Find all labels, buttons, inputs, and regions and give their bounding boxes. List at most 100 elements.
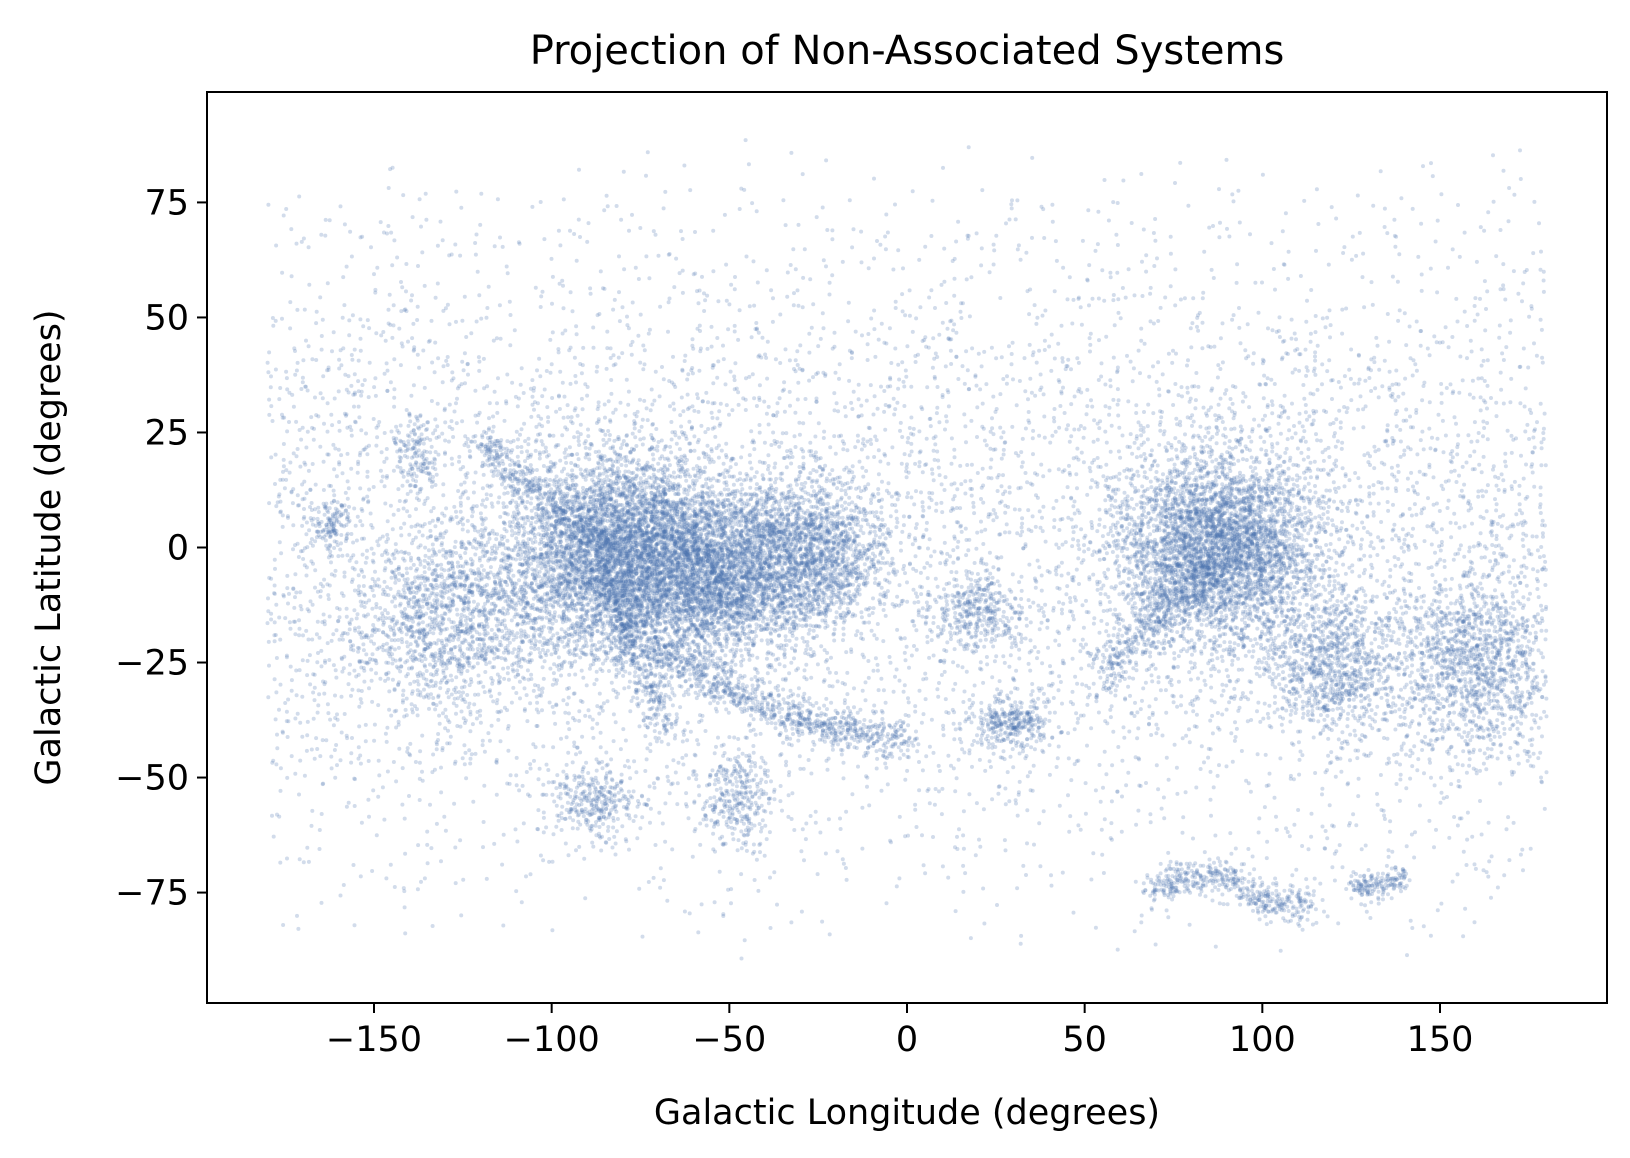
data-point	[1207, 225, 1212, 230]
data-point	[1198, 767, 1203, 771]
data-point	[454, 711, 458, 716]
data-point	[325, 702, 330, 707]
data-point	[1226, 674, 1230, 679]
data-point	[287, 620, 292, 625]
data-point	[628, 524, 633, 529]
data-point	[1524, 583, 1529, 588]
data-point	[912, 600, 917, 605]
data-point	[1097, 763, 1102, 767]
data-point	[1001, 609, 1006, 614]
data-point	[1406, 488, 1411, 492]
data-point	[860, 465, 865, 470]
data-point	[569, 665, 574, 669]
data-point	[1262, 701, 1267, 706]
data-point	[407, 411, 412, 416]
data-point	[306, 245, 311, 250]
data-point	[1297, 772, 1302, 777]
data-point	[1357, 230, 1362, 235]
data-point	[575, 413, 580, 418]
data-point	[624, 805, 629, 810]
data-point	[1398, 514, 1403, 519]
data-point	[423, 191, 428, 196]
data-point	[1413, 362, 1418, 367]
data-point	[1264, 856, 1269, 861]
data-point	[1119, 829, 1124, 834]
data-point	[1179, 385, 1184, 390]
data-point	[1087, 686, 1092, 690]
data-point	[800, 827, 805, 832]
data-point	[498, 235, 502, 240]
data-point	[1077, 387, 1082, 391]
data-point	[481, 498, 485, 503]
data-point	[1210, 386, 1215, 391]
data-point	[1081, 435, 1086, 440]
data-point	[1476, 489, 1481, 494]
data-point	[1437, 599, 1442, 604]
data-point	[585, 385, 590, 389]
data-point	[487, 401, 492, 406]
data-point	[481, 356, 486, 361]
data-point	[675, 802, 680, 807]
data-point	[596, 400, 601, 405]
data-point	[426, 695, 431, 700]
data-point	[773, 357, 778, 362]
data-point	[966, 387, 971, 392]
data-point	[689, 620, 694, 625]
data-point	[514, 429, 519, 434]
data-point	[905, 495, 910, 500]
data-point	[674, 441, 679, 446]
data-point	[1027, 650, 1032, 655]
data-point	[422, 876, 427, 881]
data-point	[343, 372, 348, 377]
data-point	[929, 498, 934, 503]
data-point	[1296, 808, 1301, 812]
data-point	[1057, 379, 1062, 384]
data-point	[891, 267, 896, 272]
data-point	[874, 438, 879, 443]
data-point	[1495, 521, 1500, 526]
data-point	[1478, 531, 1483, 536]
data-point	[1390, 849, 1395, 854]
data-point	[506, 665, 510, 670]
data-point	[1134, 455, 1139, 460]
data-point	[924, 527, 929, 532]
data-point	[1397, 308, 1402, 313]
data-point	[273, 566, 277, 571]
data-point	[1083, 811, 1088, 816]
data-point	[497, 691, 502, 696]
data-point	[459, 482, 464, 487]
data-point	[1457, 547, 1462, 552]
data-point	[728, 465, 733, 470]
data-point	[1452, 511, 1457, 516]
data-point	[449, 419, 454, 424]
data-point	[347, 318, 352, 323]
data-point	[1076, 716, 1081, 721]
data-point	[824, 758, 829, 763]
data-point	[379, 333, 384, 338]
data-point	[1228, 529, 1233, 534]
data-point	[389, 619, 394, 624]
data-point	[1412, 502, 1417, 507]
data-point	[1518, 852, 1523, 857]
data-point	[1461, 934, 1466, 939]
data-point	[429, 399, 434, 403]
data-point	[1450, 449, 1455, 454]
data-point	[1287, 641, 1292, 646]
data-point	[647, 327, 652, 332]
data-point	[768, 875, 772, 880]
data-point	[1541, 554, 1546, 559]
data-point	[853, 445, 858, 450]
data-point	[683, 679, 688, 684]
data-point	[1542, 709, 1547, 714]
data-point	[740, 575, 744, 580]
data-point	[692, 540, 697, 545]
data-point	[1209, 388, 1214, 393]
data-point	[1120, 433, 1125, 438]
data-point	[1020, 529, 1025, 534]
data-point	[410, 336, 415, 341]
data-point	[1468, 338, 1473, 343]
data-point	[988, 765, 993, 769]
data-point	[540, 289, 545, 294]
data-point	[392, 404, 397, 409]
data-point	[994, 654, 999, 659]
